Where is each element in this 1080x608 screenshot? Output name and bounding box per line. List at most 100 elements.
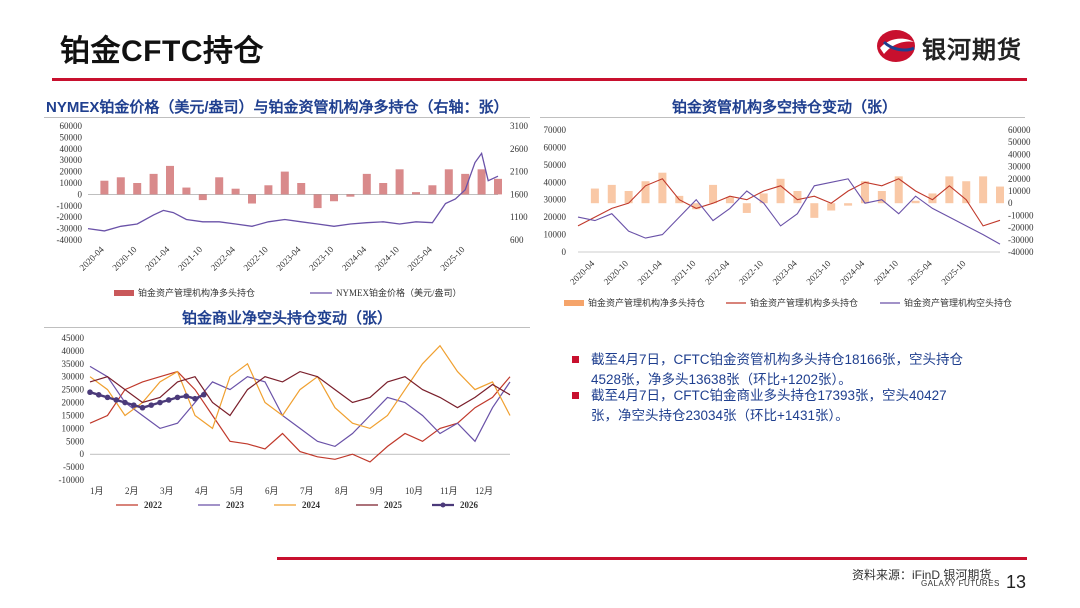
page-title: 铂金CFTC持仓	[60, 35, 264, 68]
x-tick-label: 2024-10	[872, 258, 901, 287]
y-left-tick-label: 30000	[544, 195, 567, 205]
net-long-bar	[658, 172, 667, 204]
chart3-title: 铂金商业净空头持仓变动（张）	[182, 310, 393, 327]
net-long-bar	[264, 185, 273, 195]
legend-label-short: 铂金资产管理机构空头持仓	[904, 297, 1012, 308]
x-tick-label: 6月	[265, 486, 279, 496]
x-tick-label: 1月	[90, 486, 104, 496]
y-right-tick-label: 30000	[1008, 162, 1031, 172]
y-tick-label: 10000	[62, 423, 85, 433]
y-left-tick-label: 40000	[544, 177, 567, 187]
x-tick-label: 2021-04	[143, 244, 172, 273]
legend-label-2025: 2025	[384, 500, 403, 510]
x-tick-label: 7月	[300, 486, 314, 496]
x-tick-label: 9月	[370, 486, 384, 496]
brand-name: 银河期货	[922, 37, 1022, 64]
y-right-tick-label: -40000	[1008, 247, 1034, 257]
series-line-2023	[89, 365, 511, 448]
x-tick-label: 2021-04	[636, 258, 665, 287]
legend-label-2024: 2024	[302, 500, 321, 510]
x-tick-label: 2022-04	[703, 258, 732, 287]
x-tick-label: 2020-10	[110, 244, 139, 273]
x-tick-label: 2024-04	[838, 258, 867, 287]
x-tick-label: 2023-04	[274, 244, 303, 273]
net-long-bar	[860, 181, 869, 204]
x-tick-label: 12月	[475, 486, 493, 496]
net-long-bar	[911, 200, 920, 204]
y-right-tick-label: 50000	[1008, 137, 1031, 147]
legend-swatch-net-long	[114, 290, 134, 296]
net-long-bar	[297, 183, 306, 195]
net-long-bar	[313, 194, 322, 209]
x-tick-label: 4月	[195, 486, 209, 496]
net-long-bar	[928, 193, 937, 204]
y-left-tick-label: 0	[78, 189, 83, 199]
net-long-bar	[149, 173, 158, 195]
net-long-bar	[362, 173, 371, 195]
company-logo	[877, 30, 915, 62]
chart3-svg: 45000 40000 35000 30000 25000 20000 15000 10000…	[59, 333, 511, 510]
y-left-tick-label: 60000	[60, 121, 83, 131]
legend-label-net-long: 铂金资产管理机构净多头持仓	[588, 297, 705, 308]
net-long-bar	[742, 203, 751, 213]
y-left-tick-label: -10000	[57, 201, 83, 211]
x-tick-label: 10月	[405, 486, 423, 496]
bullet-text: 截至4月7日，CFTC铂金商业多头持仓17393张，空头40427张，净空头持仓…	[591, 388, 947, 423]
series-point-2026	[165, 397, 172, 403]
series-line-2022	[89, 370, 511, 463]
y-left-tick-label: 70000	[544, 125, 567, 135]
series-point-2026	[87, 389, 93, 396]
net-long-bar	[182, 187, 191, 195]
bullet-text: 截至4月7日，CFTC铂金资管机构多头持仓18166张，空头持仓4528张，净多…	[591, 352, 964, 387]
net-long-bar	[692, 203, 701, 210]
net-long-bar	[346, 194, 355, 197]
y-right-tick-label: 3100	[510, 121, 529, 131]
source-note: 资料来源：iFinD 银河期货	[852, 568, 992, 582]
legend-label-2022: 2022	[144, 500, 163, 510]
page-number: 13	[1006, 572, 1027, 592]
y-left-tick-label: 50000	[60, 132, 83, 142]
net-long-bar	[725, 197, 734, 204]
x-tick-label: 2021-10	[669, 258, 698, 287]
legend-label-net-long: 铂金资产管理机构净多头持仓	[138, 287, 255, 298]
legend-label-price: NYMEX铂金价格（美元/盎司）	[336, 287, 462, 298]
chart2-title: 铂金资管机构多空持仓变动（张）	[672, 99, 898, 116]
x-tick-label: 2020-10	[602, 258, 631, 287]
net-long-bar	[979, 176, 988, 204]
net-long-bar	[844, 203, 853, 206]
y-right-tick-label: 60000	[1008, 125, 1031, 135]
net-long-bar	[379, 183, 388, 195]
chart2-title-rule	[540, 117, 1025, 118]
x-tick-label: 2023-04	[771, 258, 800, 287]
y-left-tick-label: 20000	[60, 167, 83, 177]
x-tick-label: 3月	[160, 486, 174, 496]
y-left-tick-label: 30000	[60, 155, 83, 165]
net-long-bar	[590, 188, 599, 204]
brand-name-en: GALAXY FUTURES	[921, 579, 1000, 588]
net-long-bar	[395, 169, 404, 195]
net-long-bar	[248, 194, 256, 204]
net-long-bar	[793, 191, 802, 204]
y-tick-label: 40000	[62, 346, 85, 356]
x-tick-label: 2025-04	[406, 244, 435, 273]
y-tick-label: 30000	[62, 372, 85, 382]
series-point-2026	[200, 391, 207, 398]
bullet-marker-icon	[572, 356, 579, 363]
net-long-bar	[877, 191, 886, 204]
net-long-bar	[827, 203, 836, 211]
net-long-bar	[428, 185, 437, 195]
y-tick-label: 20000	[62, 398, 85, 408]
y-right-tick-label: 600	[510, 235, 524, 245]
net-long-bar	[962, 181, 971, 204]
y-tick-label: 45000	[62, 333, 85, 343]
x-tick-label: 2023-10	[307, 244, 336, 273]
net-long-bar	[776, 178, 785, 204]
legend-label-2026: 2026	[460, 500, 479, 510]
x-tick-label: 2月	[125, 486, 139, 496]
x-tick-label: 11月	[440, 486, 458, 496]
x-tick-label: 2025-10	[438, 244, 467, 273]
bullet-marker-icon	[572, 392, 579, 399]
net-long-bar	[330, 194, 338, 202]
y-right-tick-label: 1100	[510, 212, 528, 222]
x-tick-label: 2024-04	[340, 244, 369, 273]
